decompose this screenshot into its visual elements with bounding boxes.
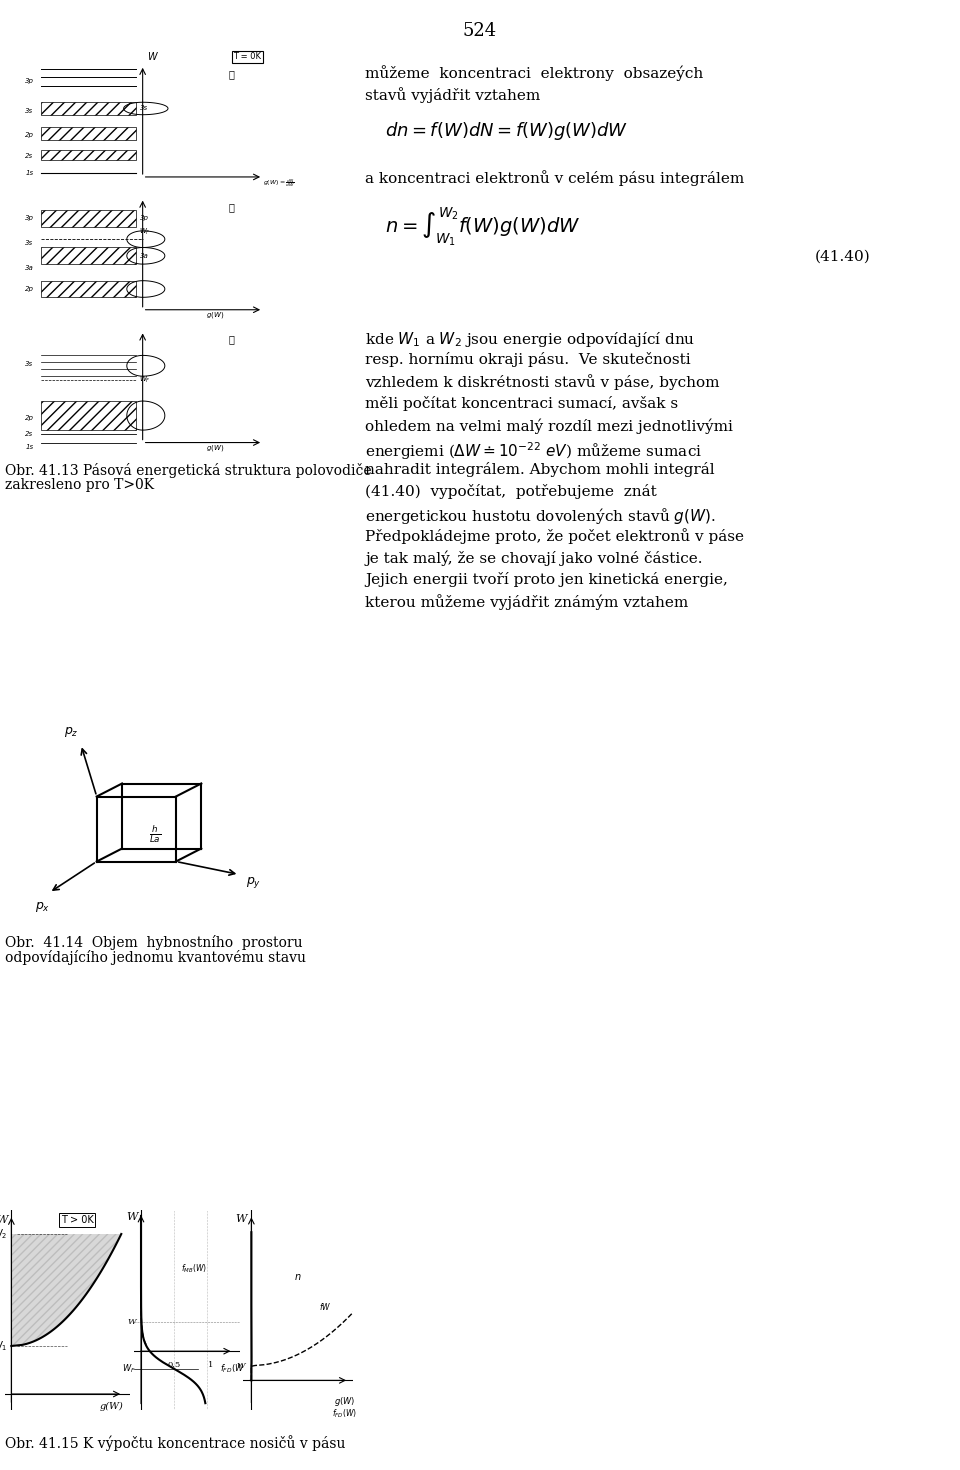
Text: Obr. 41.13 Pásová energetická struktura polovodiče: Obr. 41.13 Pásová energetická struktura … [5, 463, 372, 478]
Text: W: W [236, 1361, 245, 1370]
Text: energiemi ($\Delta W \doteq 10^{-22}$ $eV$) můžeme sumaci: energiemi ($\Delta W \doteq 10^{-22}$ $e… [365, 440, 702, 462]
Text: 3a: 3a [25, 265, 35, 272]
Text: $W_1$: $W_1$ [0, 1339, 8, 1352]
Text: je tak malý, že se chovají jako volné částice.: je tak malý, že se chovají jako volné čá… [365, 550, 703, 566]
Text: $W_2$: $W_2$ [0, 1227, 8, 1241]
Text: odpovídajícího jednomu kvantovému stavu: odpovídajícího jednomu kvantovému stavu [5, 950, 306, 964]
Text: $dn = f(W)dN = f(W)g(W)dW$: $dn = f(W)dN = f(W)g(W)dW$ [385, 121, 629, 143]
Text: 524: 524 [463, 22, 497, 40]
Text: 3a: 3a [139, 253, 148, 259]
Text: 2p: 2p [25, 415, 35, 420]
Text: $f_{FD}(W)$: $f_{FD}(W)$ [220, 1363, 247, 1376]
Text: 3s: 3s [25, 360, 34, 366]
Text: $\frac{h}{La}$: $\frac{h}{La}$ [149, 823, 161, 845]
Bar [41, 150, 136, 160]
Text: 3p: 3p [25, 78, 35, 84]
Text: W: W [127, 1317, 135, 1326]
Text: $W_F$: $W_F$ [139, 226, 152, 237]
Text: zakresleno pro T>0K: zakresleno pro T>0K [5, 478, 155, 492]
Text: ⓐ: ⓐ [228, 69, 234, 79]
Text: energetickou hustotu dovolených stavů $g(W)$.: energetickou hustotu dovolených stavů $g… [365, 506, 716, 526]
Text: $p_z$: $p_z$ [64, 725, 79, 739]
Text: kterou můžeme vyjádřit známým vztahem: kterou můžeme vyjádřit známým vztahem [365, 594, 688, 610]
Text: Obr.  41.14  Objem  hybnostního  prostoru: Obr. 41.14 Objem hybnostního prostoru [5, 935, 302, 950]
Text: T = 0K: T = 0K [233, 53, 261, 62]
Bar [41, 126, 136, 140]
Text: stavů vyjádřit vztahem: stavů vyjádřit vztahem [365, 87, 540, 103]
Text: $W_F$: $W_F$ [122, 1363, 135, 1374]
Text: kde $W_1$ a $W_2$ jsou energie odpovídající dnu: kde $W_1$ a $W_2$ jsou energie odpovídaj… [365, 329, 695, 348]
Text: $fW$: $fW$ [320, 1301, 332, 1311]
Text: 3s: 3s [25, 107, 34, 113]
Text: W: W [0, 1214, 8, 1225]
Text: 1s: 1s [25, 444, 34, 450]
Text: ⓑ: ⓑ [228, 201, 234, 212]
Text: 3p: 3p [25, 216, 35, 222]
Text: $g(W)$: $g(W)$ [206, 310, 225, 320]
Text: Obr. 41.15 K výpočtu koncentrace nosičů v pásu: Obr. 41.15 K výpočtu koncentrace nosičů … [5, 1435, 346, 1451]
Bar [41, 401, 136, 431]
Text: resp. hornímu okraji pásu.  Ve skutečnosti: resp. hornímu okraji pásu. Ve skutečnost… [365, 351, 690, 368]
Text: $g(W)$: $g(W)$ [206, 442, 225, 453]
Text: vzhledem k diskrétnosti stavů v páse, bychom: vzhledem k diskrétnosti stavů v páse, by… [365, 373, 719, 390]
Text: T > 0K: T > 0K [60, 1214, 93, 1225]
Text: nahradit integrálem. Abychom mohli integrál: nahradit integrálem. Abychom mohli integ… [365, 462, 714, 476]
Bar [41, 103, 136, 115]
Text: $p_y$: $p_y$ [246, 875, 261, 889]
Text: můžeme  koncentraci  elektrony  obsazeých: můžeme koncentraci elektrony obsazeých [365, 65, 704, 81]
Text: 1s: 1s [25, 171, 34, 176]
Text: W: W [236, 1214, 247, 1225]
Bar [41, 281, 136, 297]
Text: $p_x$: $p_x$ [36, 901, 51, 914]
Text: 2s: 2s [25, 153, 34, 159]
Text: $g(W)$: $g(W)$ [334, 1395, 355, 1408]
Text: ⓒ: ⓒ [228, 335, 234, 344]
Text: $g(W)=\frac{dN}{dW}$: $g(W)=\frac{dN}{dW}$ [263, 176, 295, 190]
Text: W: W [127, 1213, 137, 1223]
Text: 2p: 2p [25, 287, 35, 293]
Text: Jejich energii tvoří proto jen kinetická energie,: Jejich energii tvoří proto jen kinetická… [365, 572, 728, 587]
Bar [41, 210, 136, 226]
Text: měli počítat koncentraci sumací, avšak s: měli počítat koncentraci sumací, avšak s [365, 395, 678, 412]
Text: 0.5: 0.5 [167, 1361, 180, 1369]
Text: 2s: 2s [25, 431, 34, 437]
Text: $f_{FD}(W)$: $f_{FD}(W)$ [332, 1407, 357, 1420]
Text: (41.40)  vypočítat,  potřebujeme  znát: (41.40) vypočítat, potřebujeme znát [365, 484, 657, 498]
Text: 1: 1 [207, 1361, 213, 1369]
Text: $n = \int_{W_1}^{W_2} f(W)g(W)dW$: $n = \int_{W_1}^{W_2} f(W)g(W)dW$ [385, 204, 581, 247]
Text: W: W [147, 53, 157, 62]
Text: $W_F$: $W_F$ [139, 375, 152, 385]
Text: ohledem na velmi malý rozdíl mezi jednotlivými: ohledem na velmi malý rozdíl mezi jednot… [365, 417, 732, 434]
Bar [41, 247, 136, 265]
Text: $n$: $n$ [294, 1272, 301, 1282]
Text: 3p: 3p [139, 216, 149, 222]
Text: g(W): g(W) [99, 1402, 123, 1411]
Text: 3s: 3s [25, 241, 34, 247]
Text: a koncentraci elektronů v celém pásu integrálem: a koncentraci elektronů v celém pásu int… [365, 171, 744, 185]
Text: $f_{MB}(W)$: $f_{MB}(W)$ [180, 1263, 206, 1274]
Text: 3s: 3s [139, 106, 148, 112]
Text: Předpokládejme proto, že počet elektronů v páse: Předpokládejme proto, že počet elektronů… [365, 528, 744, 544]
Text: (41.40): (41.40) [814, 250, 870, 265]
Text: 2p: 2p [25, 132, 35, 138]
